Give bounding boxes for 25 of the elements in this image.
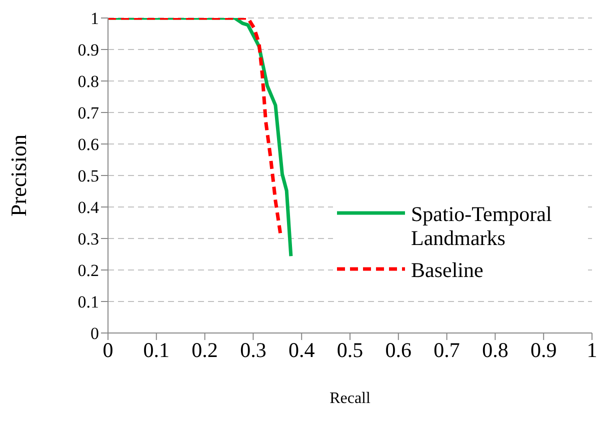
- x-tick-label: 1: [586, 338, 598, 362]
- y-tick-label: 0.4: [78, 198, 100, 218]
- x-tick-label: 0.9: [530, 338, 557, 362]
- x-tick-label: 0.6: [385, 338, 412, 362]
- x-tick-label: 0.5: [336, 338, 364, 362]
- legend-label: Spatio-Temporal Landmarks: [411, 202, 553, 250]
- y-tick-label: 0.8: [78, 72, 99, 92]
- x-axis-title: Recall: [330, 390, 371, 407]
- y-tick-label: 0.1: [78, 292, 99, 312]
- y-tick-label: 0.2: [78, 261, 99, 280]
- x-tick-label: 0.8: [482, 338, 508, 362]
- y-tick-label: 0.5: [78, 166, 99, 186]
- y-tick-label: 0.6: [78, 135, 99, 154]
- y-tick-label: 0: [90, 324, 99, 344]
- x-tick-label: 0.7: [434, 338, 460, 362]
- y-tick-label: 0.9: [78, 40, 99, 60]
- x-tick-label: 0.1: [143, 338, 170, 362]
- y-tick-label: 0.7: [78, 104, 100, 123]
- y-tick-label: 0.3: [78, 230, 99, 249]
- x-tick-label: 0.4: [288, 338, 316, 362]
- x-tick-label: 0.2: [192, 338, 218, 362]
- x-tick-label: 0.3: [240, 338, 266, 362]
- legend-label: Baseline: [411, 258, 484, 282]
- y-axis-title: Precision: [6, 134, 31, 216]
- y-tick-label: 1: [90, 9, 99, 28]
